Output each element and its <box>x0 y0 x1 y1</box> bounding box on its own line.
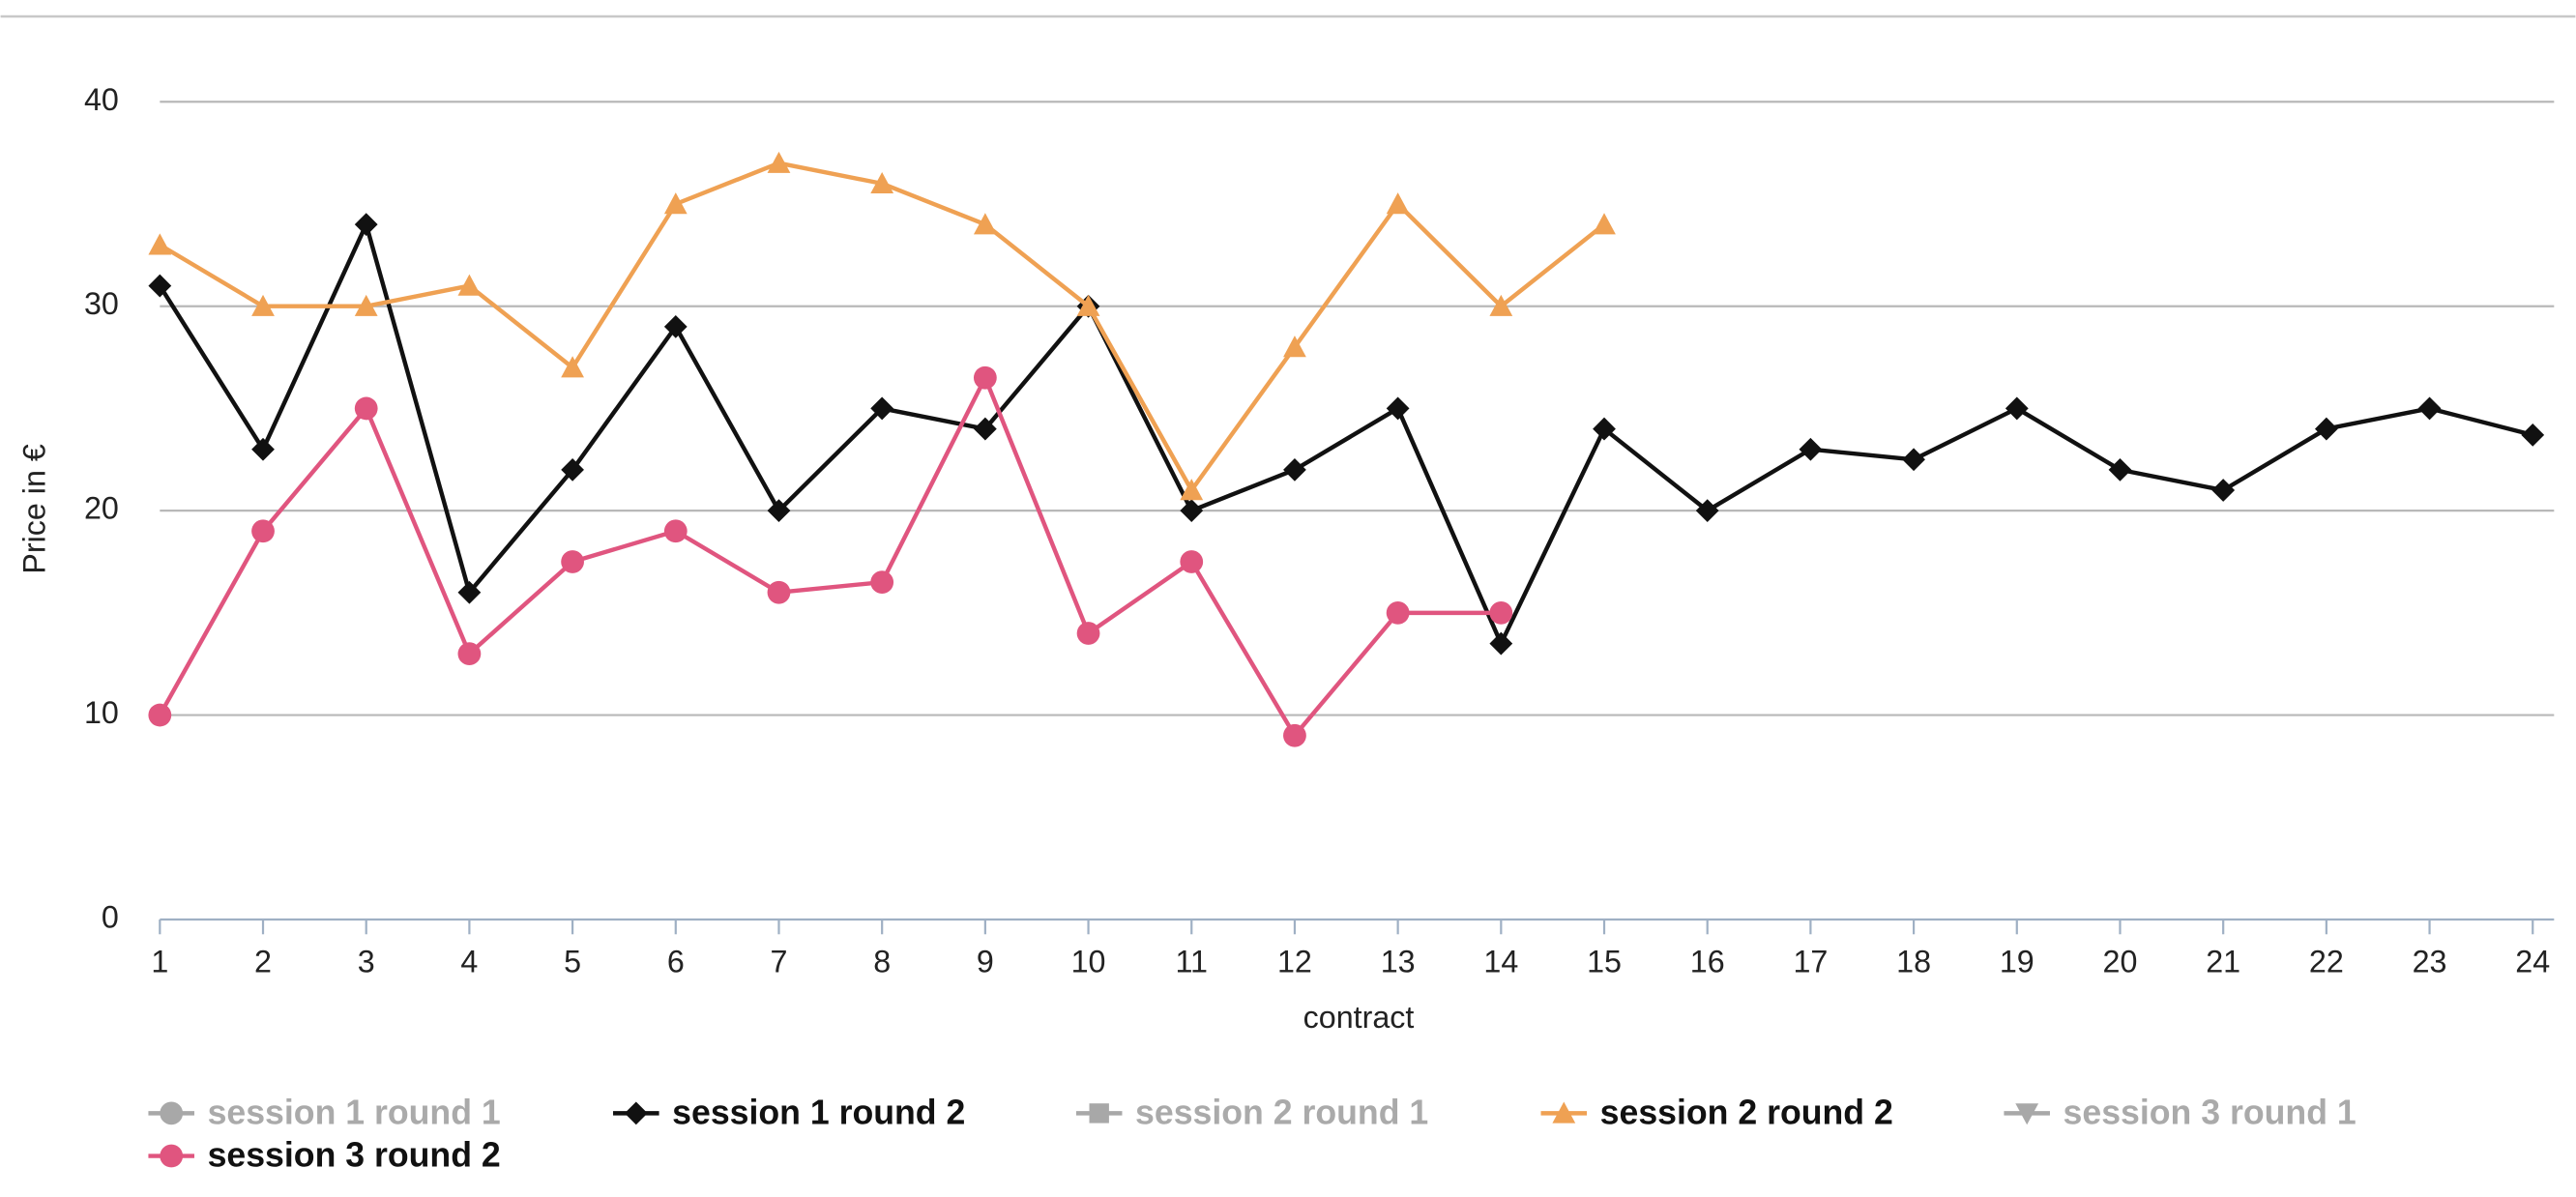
data-point <box>1489 631 1513 656</box>
data-point <box>2211 479 2236 502</box>
data-point <box>354 396 378 421</box>
x-tick-label: 12 <box>1277 944 1312 978</box>
data-point <box>1593 417 1616 441</box>
legend-label: session 3 round 2 <box>208 1136 501 1175</box>
data-point <box>457 274 482 296</box>
data-point <box>1799 437 1823 461</box>
data-point <box>1180 479 1204 501</box>
legend-marker <box>1089 1103 1109 1124</box>
legend-label: session 2 round 1 <box>1135 1094 1428 1132</box>
data-point <box>1489 600 1513 625</box>
y-tick-label: 0 <box>102 900 119 935</box>
data-point <box>973 213 997 235</box>
data-point <box>1076 294 1100 316</box>
data-point <box>457 580 482 604</box>
data-point <box>1695 499 1719 523</box>
x-tick-label: 21 <box>2206 944 2240 978</box>
x-tick-label: 4 <box>460 944 478 978</box>
data-point <box>1180 499 1204 523</box>
x-axis-label: contract <box>1303 1000 1415 1035</box>
data-point <box>663 519 688 543</box>
legend-marker <box>160 1101 184 1125</box>
data-point <box>1593 213 1616 235</box>
x-tick-label: 3 <box>358 944 375 978</box>
legend-marker <box>2015 1103 2039 1125</box>
data-point <box>767 580 791 604</box>
legend-marker <box>624 1101 648 1125</box>
data-point <box>251 294 275 316</box>
data-point <box>148 233 172 255</box>
x-tick-label: 17 <box>1793 944 1828 978</box>
x-tick-label: 6 <box>667 944 685 978</box>
data-point <box>2108 457 2132 482</box>
data-point <box>663 192 688 215</box>
x-tick-label: 19 <box>2000 944 2034 978</box>
y-tick-label: 30 <box>84 286 119 321</box>
data-point <box>1386 600 1410 625</box>
data-point <box>1902 448 1925 472</box>
x-tick-label: 9 <box>977 944 994 978</box>
legend-marker <box>160 1144 184 1168</box>
data-point <box>1180 550 1204 573</box>
data-point <box>1386 396 1410 421</box>
data-point <box>561 550 584 573</box>
data-point <box>148 274 172 298</box>
x-tick-label: 8 <box>873 944 891 978</box>
y-axis-label: Price in € <box>16 444 51 573</box>
x-tick-label: 2 <box>254 944 272 978</box>
data-point <box>1076 622 1100 645</box>
x-tick-label: 22 <box>2309 944 2344 978</box>
data-point <box>1283 457 1306 482</box>
x-tick-label: 15 <box>1587 944 1622 978</box>
series-line <box>158 375 1502 738</box>
data-point <box>1283 336 1306 358</box>
x-tick-label: 13 <box>1381 944 1416 978</box>
x-tick-label: 23 <box>2413 944 2447 978</box>
x-tick-label: 24 <box>2515 944 2550 978</box>
data-point <box>2417 396 2442 421</box>
legend-label: session 1 round 1 <box>208 1094 501 1132</box>
series-line <box>158 221 2533 646</box>
y-tick-label: 40 <box>84 82 119 117</box>
data-point <box>251 437 275 461</box>
data-point <box>561 457 584 482</box>
data-point <box>561 356 584 378</box>
legend-label: session 1 round 2 <box>672 1094 965 1132</box>
data-point <box>354 294 378 316</box>
x-tick-label: 1 <box>151 944 168 978</box>
data-point <box>1283 723 1306 747</box>
legend-label: session 2 round 2 <box>1600 1094 1893 1132</box>
x-tick-label: 14 <box>1483 944 1518 978</box>
y-tick-label: 10 <box>84 695 119 730</box>
data-point <box>870 570 894 595</box>
x-tick-label: 18 <box>1896 944 1931 978</box>
x-tick-label: 7 <box>771 944 788 978</box>
legend-marker <box>1552 1101 1576 1124</box>
data-point <box>1386 192 1410 215</box>
data-point <box>354 213 378 237</box>
data-point <box>1489 294 1513 316</box>
x-tick-label: 16 <box>1690 944 1725 978</box>
data-point <box>148 703 172 727</box>
data-point <box>973 365 997 390</box>
x-tick-label: 10 <box>1071 944 1106 978</box>
legend-label: session 3 round 1 <box>2064 1094 2356 1132</box>
data-point <box>767 151 791 173</box>
x-tick-label: 20 <box>2103 944 2138 978</box>
data-point <box>2521 423 2545 447</box>
y-tick-label: 20 <box>84 491 119 526</box>
data-point <box>870 171 894 194</box>
x-tick-label: 11 <box>1176 944 1208 978</box>
data-point <box>2314 417 2338 441</box>
x-tick-label: 5 <box>564 944 581 978</box>
data-point <box>2005 396 2029 421</box>
data-point <box>251 519 275 543</box>
data-point <box>457 642 482 666</box>
